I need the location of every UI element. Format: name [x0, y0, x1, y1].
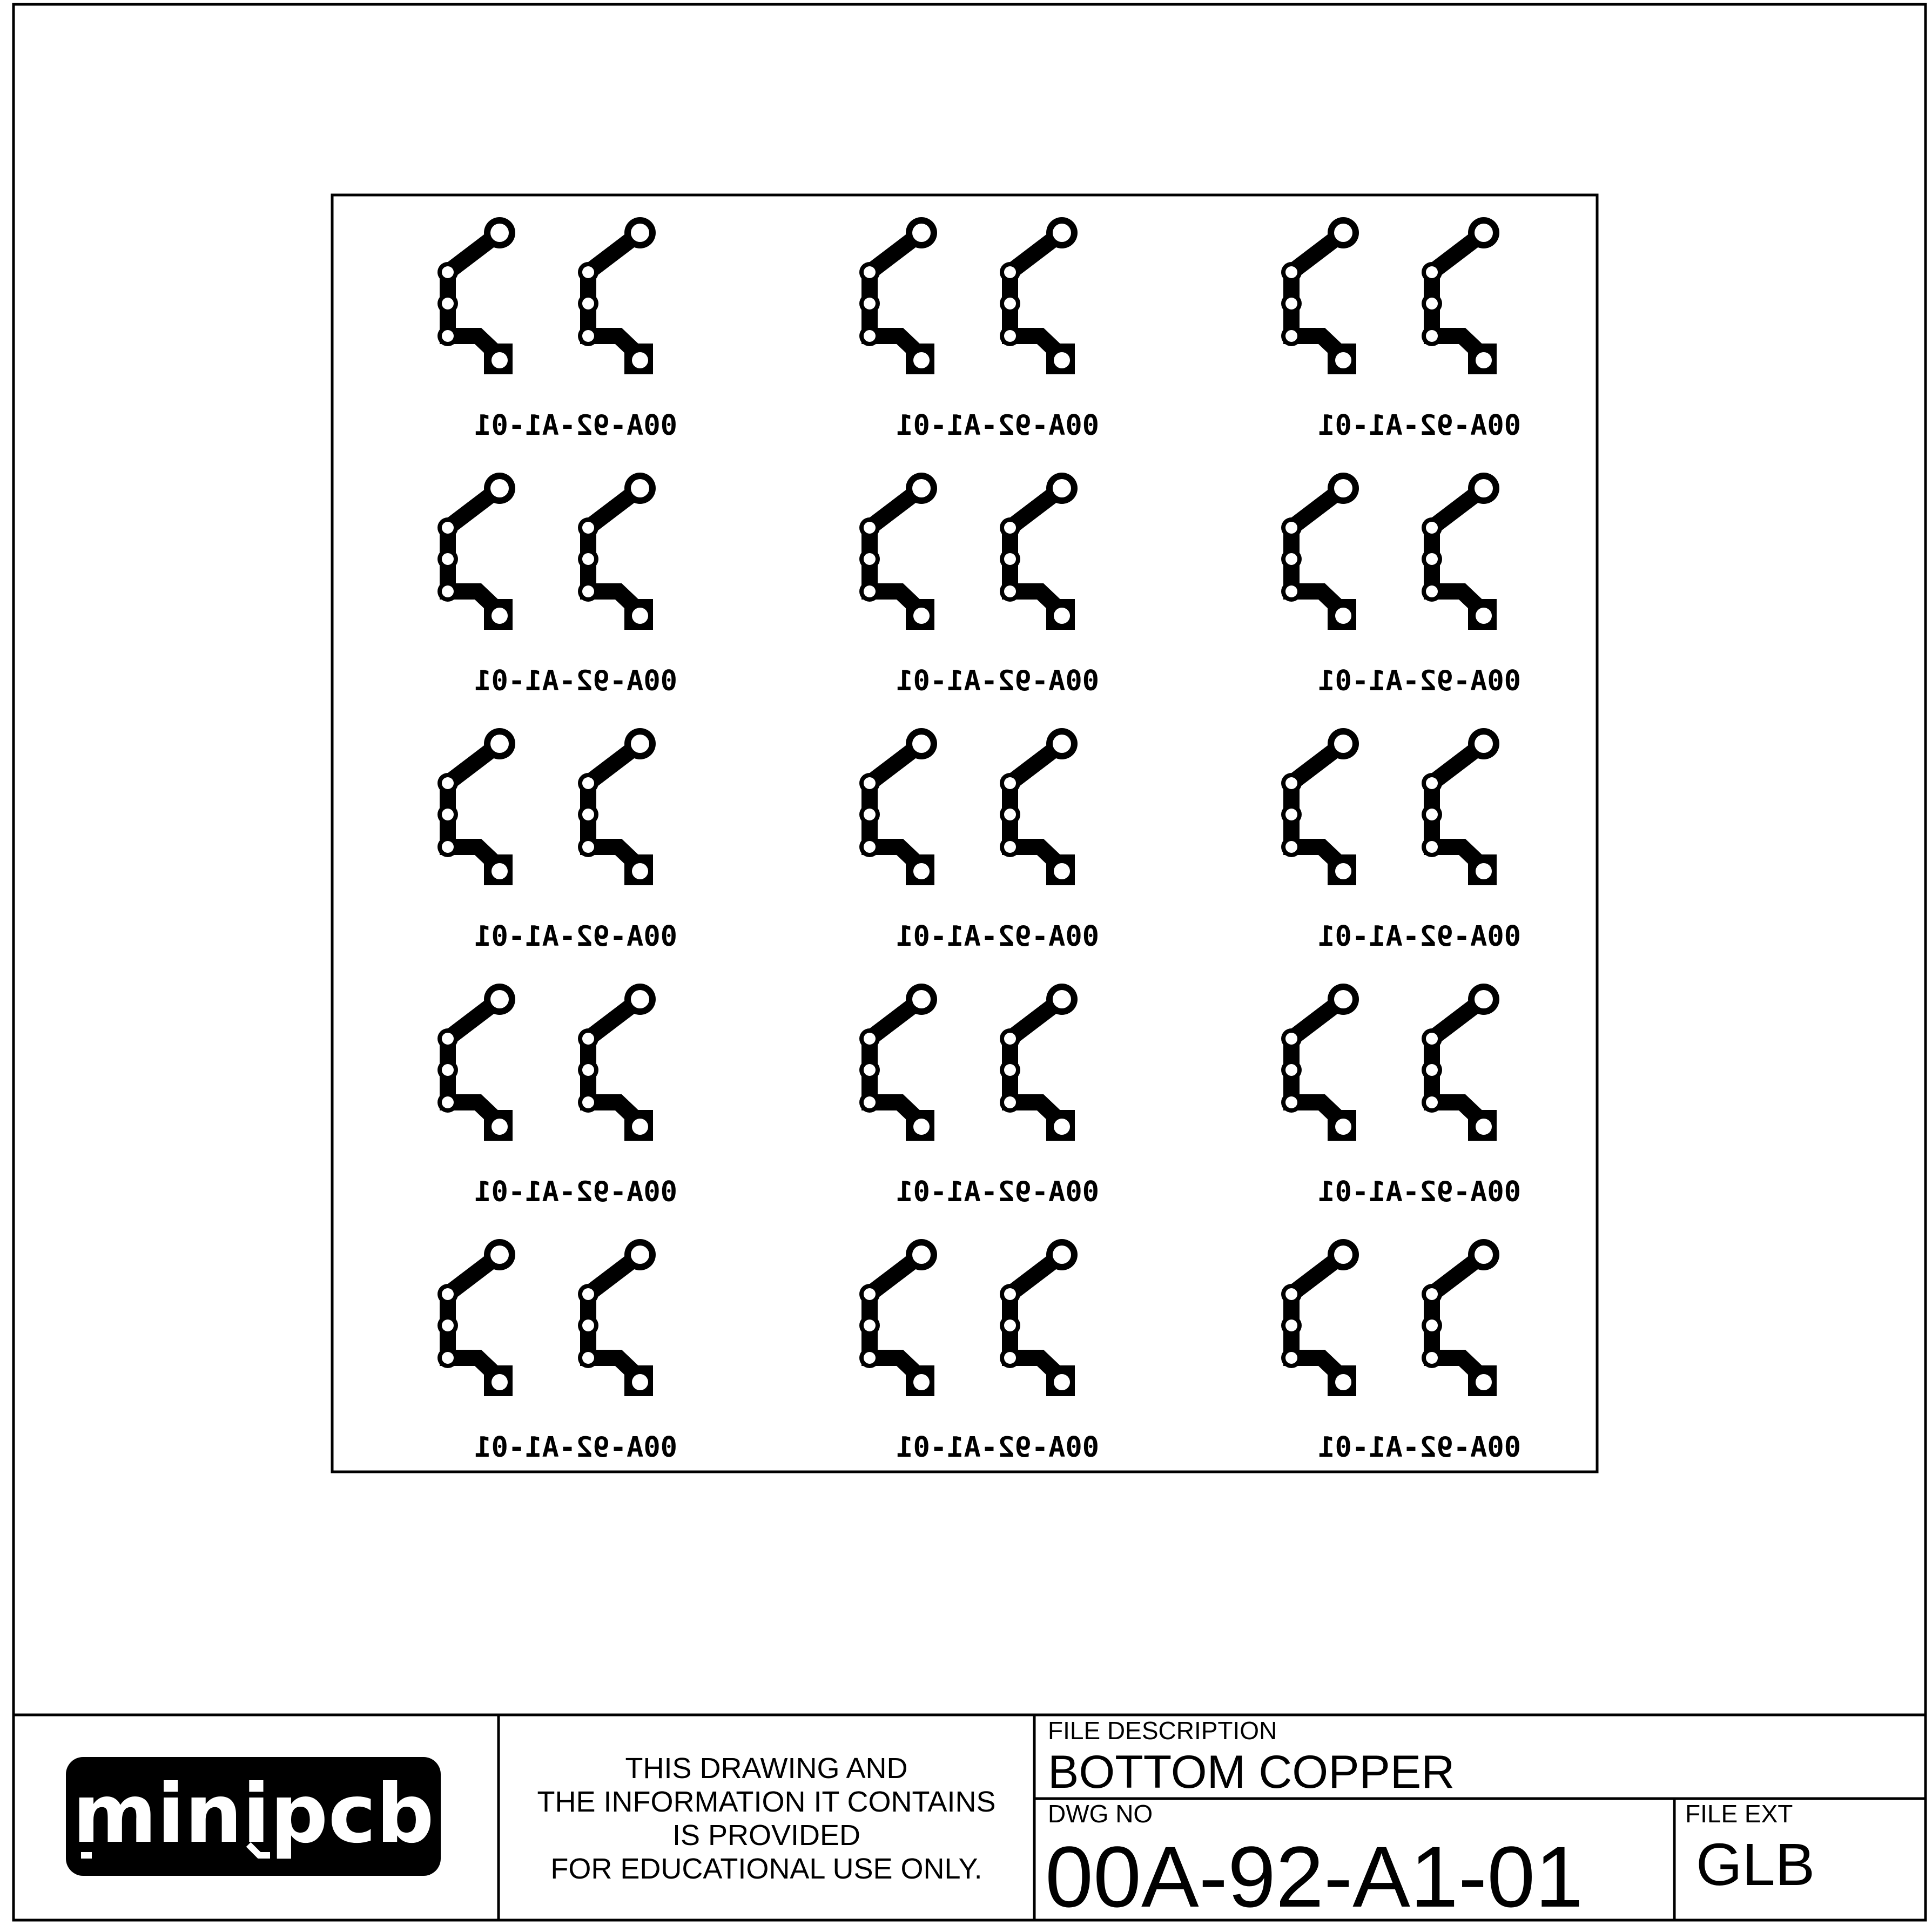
copper-trace: [1281, 473, 1359, 630]
pcb-label: 00A-92-A1-01: [474, 1176, 677, 1208]
file-ext-label: FILE EXT: [1685, 1800, 1793, 1828]
copper-trace: [859, 217, 937, 374]
copper-trace: [578, 1239, 656, 1396]
disclaimer-line-1: THIS DRAWING AND: [625, 1752, 907, 1785]
copper-trace: [1281, 984, 1359, 1141]
copper-trace: [1281, 217, 1359, 374]
copper-trace: [1422, 984, 1499, 1141]
pcb-label: 00A-92-A1-01: [1318, 920, 1521, 953]
minipcb-logo: minipcb: [66, 1757, 441, 1876]
pcb-label: 00A-92-A1-01: [896, 409, 1099, 442]
copper-trace: [859, 984, 937, 1141]
file-ext: GLB: [1696, 1832, 1815, 1898]
copper-trace: [1000, 984, 1078, 1141]
pcb-cell: 00A-92-A1-01: [1281, 473, 1521, 697]
copper-trace: [859, 473, 937, 630]
pcb-cell: 00A-92-A1-01: [437, 473, 677, 697]
copper-trace: [437, 728, 515, 885]
copper-trace: [1000, 473, 1078, 630]
pcb-label: 00A-92-A1-01: [1318, 1176, 1521, 1208]
disclaimer-line-4: FOR EDUCATIONAL USE ONLY.: [550, 1853, 982, 1885]
copper-trace: [1422, 728, 1499, 885]
title-block: [14, 1713, 1926, 1920]
copper-trace: [437, 473, 515, 630]
pcb-cell: 00A-92-A1-01: [1281, 217, 1521, 442]
disclaimer: THIS DRAWING AND THE INFORMATION IT CONT…: [537, 1752, 996, 1885]
pcb-cell: 00A-92-A1-01: [859, 984, 1099, 1208]
pcb-cell: 00A-92-A1-01: [437, 728, 677, 953]
copper-trace: [1000, 217, 1078, 374]
pcb-cell: 00A-92-A1-01: [859, 1239, 1099, 1464]
disclaimer-line-3: IS PROVIDED: [672, 1819, 860, 1852]
pcb-cell: 00A-92-A1-01: [859, 217, 1099, 442]
copper-trace: [1422, 217, 1499, 374]
sheet-border: [12, 3, 1927, 1922]
pcb-label: 00A-92-A1-01: [474, 665, 677, 697]
panel-outline: [331, 193, 1599, 1473]
pcb-label: 00A-92-A1-01: [896, 920, 1099, 953]
file-description-label: FILE DESCRIPTION: [1048, 1716, 1277, 1745]
pcb-label: 00A-92-A1-01: [896, 1176, 1099, 1208]
copper-trace: [1000, 1239, 1078, 1396]
copper-trace: [859, 1239, 937, 1396]
pcb-label: 00A-92-A1-01: [1318, 665, 1521, 697]
pcb-label: 00A-92-A1-01: [474, 920, 677, 953]
copper-trace: [1422, 473, 1499, 630]
copper-trace: [437, 217, 515, 374]
copper-trace: [437, 1239, 515, 1396]
pcb-label: 00A-92-A1-01: [896, 665, 1099, 697]
pcb-cell: 00A-92-A1-01: [437, 1239, 677, 1464]
pcb-label: 00A-92-A1-01: [474, 409, 677, 442]
pcb-label: 00A-92-A1-01: [896, 1431, 1099, 1464]
copper-trace: [437, 984, 515, 1141]
copper-trace: [1281, 1239, 1359, 1396]
copper-trace: [859, 728, 937, 885]
pcb-cell: 00A-92-A1-01: [437, 984, 677, 1208]
pcb-cell: 00A-92-A1-01: [859, 728, 1099, 953]
pcb-cell: 00A-92-A1-01: [437, 217, 677, 442]
pcb-label: 00A-92-A1-01: [1318, 409, 1521, 442]
dwg-no: 00A-92-A1-01: [1045, 1828, 1583, 1925]
copper-trace: [578, 728, 656, 885]
pcb-cell: 00A-92-A1-01: [1281, 1239, 1521, 1464]
copper-trace: [1000, 728, 1078, 885]
copper-trace: [578, 473, 656, 630]
pcb-label: 00A-92-A1-01: [474, 1431, 677, 1464]
copper-trace: [578, 984, 656, 1141]
panel-cells: 00A-92-A1-01 00A-92-A1-01 00A-92-A1-01 00A-…: [437, 217, 1521, 1464]
dwg-no-label: DWG NO: [1048, 1800, 1153, 1828]
pcb-cell: 00A-92-A1-01: [859, 473, 1099, 697]
file-description: BOTTOM COPPER: [1048, 1746, 1455, 1798]
pcb-label: 00A-92-A1-01: [1318, 1431, 1521, 1464]
pcb-cell: 00A-92-A1-01: [1281, 728, 1521, 953]
pcb-cell: 00A-92-A1-01: [1281, 984, 1521, 1208]
copper-trace: [578, 217, 656, 374]
copper-trace: [1422, 1239, 1499, 1396]
disclaimer-line-2: THE INFORMATION IT CONTAINS: [537, 1786, 996, 1818]
copper-trace: [1281, 728, 1359, 885]
